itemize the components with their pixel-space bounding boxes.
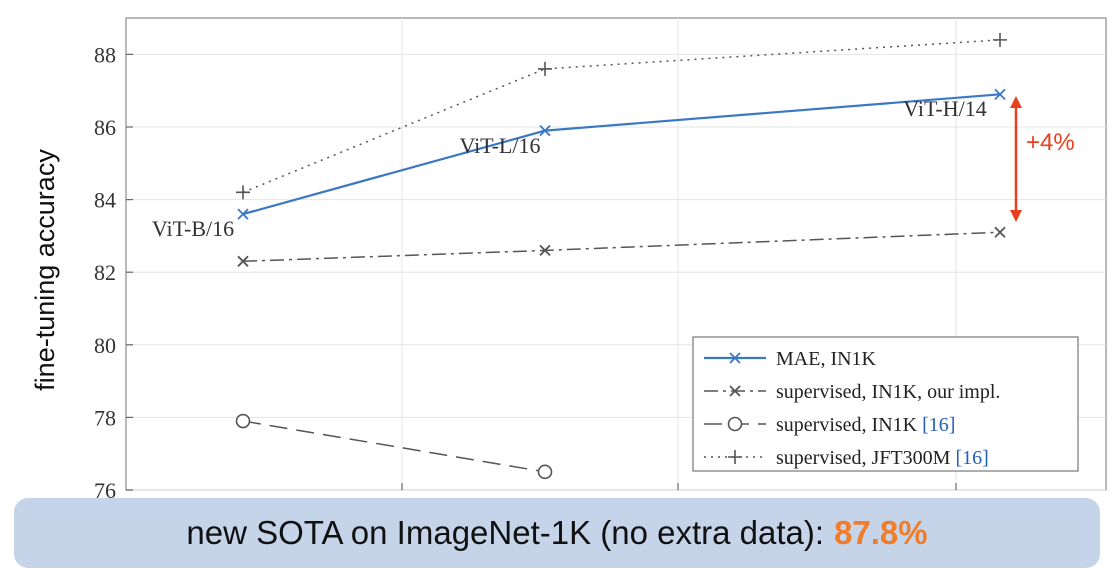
legend-label: MAE, IN1K [776, 348, 877, 370]
accuracy-chart: 76 78 80 82 84 86 88 fine-tuning accuracy ViT-… [30, 17, 1107, 500]
y-tick-label: 84 [94, 188, 116, 213]
series-3 [236, 32, 1007, 200]
series-line [242, 39, 1001, 194]
y-tick-label: 86 [94, 115, 116, 140]
y-tick-label: 78 [94, 405, 116, 430]
sota-banner: new SOTA on ImageNet-1K (no extra data):… [14, 498, 1100, 568]
legend-item: supervised, JFT300M [16] [704, 447, 989, 469]
y-tick-label: 82 [94, 260, 116, 285]
y-axis-label: fine-tuning accuracy [30, 149, 60, 391]
legend-item: supervised, IN1K, our impl. [704, 381, 1000, 403]
model-label: ViT-L/16 [460, 133, 541, 158]
series-point [994, 226, 1006, 238]
legend-box [692, 336, 1079, 472]
series-point [728, 450, 742, 464]
annotation-arrow-head-up [1010, 96, 1022, 108]
series-point [537, 464, 553, 480]
series-point [538, 61, 552, 76]
series-line [242, 231, 1001, 263]
legend-item: supervised, IN1K [16] [704, 414, 955, 436]
model-label: ViT-H/14 [903, 96, 986, 121]
series-line [242, 93, 1001, 216]
series-point [994, 88, 1006, 100]
series-point [236, 185, 250, 200]
series-point [729, 352, 741, 364]
improvement-annotation: +4% [1010, 96, 1075, 222]
legend-label: supervised, JFT300M [16] [776, 447, 989, 469]
y-ticks: 76 78 80 82 84 86 88 [94, 42, 133, 500]
series-point [727, 416, 743, 432]
banner-highlight: 87.8% [834, 514, 928, 551]
series-1 [237, 226, 1006, 267]
series-group [235, 32, 1007, 480]
y-tick-label: 80 [94, 333, 116, 358]
series-2 [235, 413, 553, 480]
banner-text: new SOTA on ImageNet-1K (no extra data): [186, 514, 825, 551]
annotation-text: +4% [1026, 129, 1075, 156]
series-point [539, 244, 551, 257]
series-point [237, 255, 249, 267]
annotation-arrow-head-down [1010, 210, 1022, 222]
y-tick-label: 76 [94, 478, 116, 500]
legend-citation: [16] [922, 414, 955, 436]
series-line [242, 420, 546, 473]
legend: MAE, IN1K supervised, IN1K, our impl. supe… [692, 336, 1079, 472]
series-point [235, 413, 251, 429]
series-0 [237, 88, 1006, 220]
legend-item: MAE, IN1K [704, 348, 877, 370]
series-point [993, 32, 1007, 47]
series-point [237, 208, 249, 220]
series-point [539, 124, 551, 137]
legend-label: supervised, IN1K [16] [776, 414, 955, 436]
model-labels: ViT-B/16 ViT-L/16 ViT-H/14 [152, 96, 987, 241]
legend-citation: [16] [955, 447, 988, 469]
model-label: ViT-B/16 [152, 216, 234, 241]
legend-label: supervised, IN1K, our impl. [776, 381, 1000, 403]
y-tick-label: 88 [94, 42, 116, 67]
series-point [729, 385, 741, 397]
